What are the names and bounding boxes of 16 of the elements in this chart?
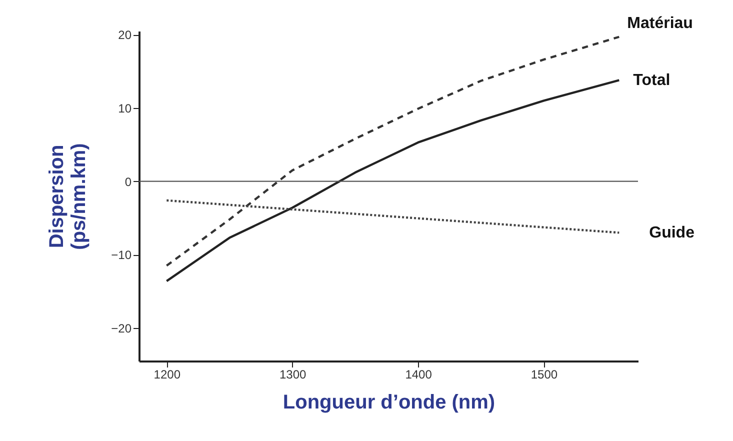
x-tick-label: 1500 [530, 368, 558, 382]
y-tick-label: −10 [111, 248, 132, 262]
series-label: Guide [649, 224, 695, 242]
y-tick-label: 20 [118, 28, 132, 42]
x-tick-label: 1400 [405, 368, 432, 382]
y-tick-label: −20 [111, 322, 132, 336]
y-axis-title: Dispersion (ps/nm.km) [46, 143, 90, 250]
y-tick-label: 10 [118, 102, 132, 116]
x-tick-label: 1200 [154, 368, 181, 382]
x-axis-title: Longueur d’onde (nm) [282, 392, 496, 414]
line-series [166, 79, 620, 282]
line-series [166, 36, 620, 267]
series-label: Matériau [627, 14, 693, 32]
series-label: Total [633, 72, 670, 90]
y-tick-label: 0 [124, 174, 132, 189]
x-tick-label: 1300 [279, 368, 307, 382]
